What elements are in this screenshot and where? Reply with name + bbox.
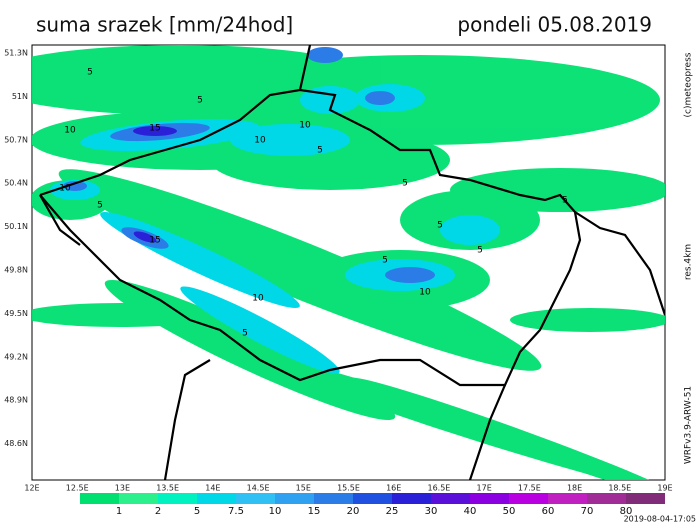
contour-label: 5 (562, 196, 568, 206)
legend-label: 30 (425, 506, 438, 517)
legend-label: 5 (194, 506, 200, 517)
contour-label: 10 (252, 294, 264, 304)
lon-label: 15.5E (337, 484, 360, 493)
contour-label: 10 (254, 136, 266, 146)
lat-label: 49.2N (4, 352, 28, 361)
legend-label: 80 (620, 506, 633, 517)
lat-label: 50.1N (4, 222, 28, 231)
contour-label: 5 (87, 68, 93, 78)
legend-swatch (314, 493, 353, 504)
credit: WRFv3.9-ARW-51 (684, 386, 694, 464)
lon-label: 13E (115, 484, 130, 493)
lon-label: 13.5E (156, 484, 179, 493)
contour-label: 10 (64, 126, 76, 136)
contour-label: 5 (97, 201, 103, 211)
lat-label: 51N (12, 92, 28, 101)
legend-swatch (119, 493, 158, 504)
contour-label: 15 (149, 236, 160, 246)
legend-swatch (158, 493, 197, 504)
contour-label: 10 (299, 121, 311, 131)
legend-label: 40 (464, 506, 477, 517)
contour-label: 5 (197, 96, 203, 106)
lat-label: 49.8N (4, 266, 28, 275)
lon-label: 14.5E (247, 484, 270, 493)
lon-label: 12E (24, 484, 39, 493)
legend-label: 50 (503, 506, 516, 517)
lon-label: 16E (386, 484, 401, 493)
credit: res.4km (684, 244, 694, 280)
legend-label: 7.5 (228, 506, 244, 517)
lon-label: 18E (567, 484, 582, 493)
lat-label: 50.4N (4, 179, 28, 188)
legend-label: 1 (116, 506, 122, 517)
lon-label: 12.5E (66, 484, 89, 493)
legend-swatch (509, 493, 548, 504)
contour-label: 5 (437, 221, 443, 231)
legend-swatch (80, 493, 119, 504)
lat-label: 48.9N (4, 396, 28, 405)
legend-label: 2 (155, 506, 161, 517)
precip-field (32, 45, 665, 480)
lat-label: 51.3N (4, 49, 28, 58)
legend-label: 10 (269, 506, 282, 517)
legend-swatch (275, 493, 314, 504)
legend-swatch (431, 493, 470, 504)
legend-swatch (587, 493, 626, 504)
lon-label: 16.5E (427, 484, 450, 493)
legend-label: 60 (542, 506, 555, 517)
contour-label: 15 (149, 124, 160, 134)
lon-label: 17.5E (518, 484, 541, 493)
lat-label: 49.5N (4, 309, 28, 318)
borders (39, 45, 665, 480)
legend-label: 70 (581, 506, 594, 517)
date: pondeli 05.08.2019 (457, 13, 652, 37)
legend-label: 25 (386, 506, 399, 517)
timestamp: 2019-08-04-17:05 (624, 515, 696, 524)
contour-label: 5 (317, 146, 323, 156)
contour-label: 10 (59, 184, 71, 194)
legend-swatch (470, 493, 509, 504)
contour-label: 5 (477, 246, 483, 256)
lat-label: 50.7N (4, 135, 28, 144)
lon-label: 17E (477, 484, 492, 493)
legend-swatch (353, 493, 392, 504)
contour-label: 5 (382, 256, 388, 266)
lat-label: 48.6N (4, 439, 28, 448)
credit: (c)meteopress (684, 52, 694, 117)
legend-swatch (392, 493, 431, 504)
legend-swatch (548, 493, 587, 504)
title: suma srazek [mm/24hod] (36, 13, 293, 37)
lon-label: 15E (296, 484, 311, 493)
contour-label: 5 (402, 179, 408, 189)
legend-swatch (626, 493, 665, 504)
contour-label: 5 (242, 329, 248, 339)
legend-swatch (236, 493, 275, 504)
lon-label: 18.5E (608, 484, 631, 493)
contour-label: 10 (419, 288, 431, 298)
lon-label: 19E (657, 484, 672, 493)
legend-swatch (197, 493, 236, 504)
lon-label: 14E (205, 484, 220, 493)
legend-label: 15 (308, 506, 321, 517)
legend-label: 20 (347, 506, 360, 517)
